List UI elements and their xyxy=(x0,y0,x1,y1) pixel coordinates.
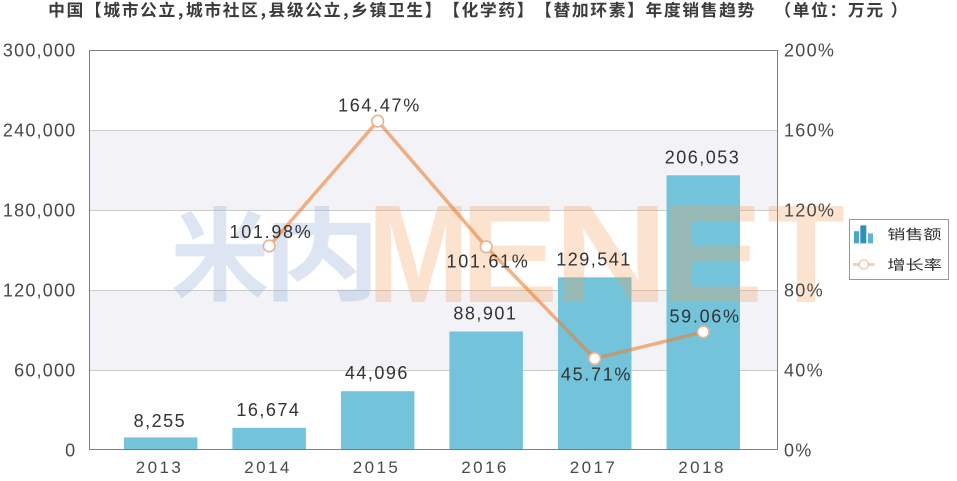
svg-text:16,674: 16,674 xyxy=(236,400,300,420)
svg-text:101.61%: 101.61% xyxy=(447,252,530,272)
svg-text:2014: 2014 xyxy=(244,458,292,477)
svg-text:180,000: 180,000 xyxy=(3,201,76,221)
svg-text:206,053: 206,053 xyxy=(665,147,741,167)
svg-text:200%: 200% xyxy=(784,41,835,61)
svg-text:88,901: 88,901 xyxy=(453,304,517,324)
svg-text:45.71%: 45.71% xyxy=(561,365,632,385)
svg-text:2015: 2015 xyxy=(353,458,401,477)
svg-text:44,096: 44,096 xyxy=(345,363,409,383)
svg-text:8,255: 8,255 xyxy=(134,411,187,431)
svg-text:2017: 2017 xyxy=(570,458,618,477)
svg-text:40%: 40% xyxy=(784,361,824,381)
svg-text:240,000: 240,000 xyxy=(3,121,76,141)
svg-text:120%: 120% xyxy=(784,201,835,221)
svg-text:2016: 2016 xyxy=(461,458,509,477)
svg-text:160%: 160% xyxy=(784,121,835,141)
svg-text:0: 0 xyxy=(65,441,76,461)
svg-text:129,541: 129,541 xyxy=(556,249,632,269)
svg-text:80%: 80% xyxy=(784,281,824,301)
svg-text:120,000: 120,000 xyxy=(3,281,76,301)
svg-text:0%: 0% xyxy=(784,441,813,461)
svg-text:164.47%: 164.47% xyxy=(338,96,421,116)
svg-text:300,000: 300,000 xyxy=(3,41,76,61)
svg-text:2018: 2018 xyxy=(678,458,726,477)
svg-text:60,000: 60,000 xyxy=(14,361,76,381)
svg-text:2013: 2013 xyxy=(136,458,184,477)
svg-text:101.98%: 101.98% xyxy=(230,222,313,242)
svg-text:59.06%: 59.06% xyxy=(669,306,740,326)
